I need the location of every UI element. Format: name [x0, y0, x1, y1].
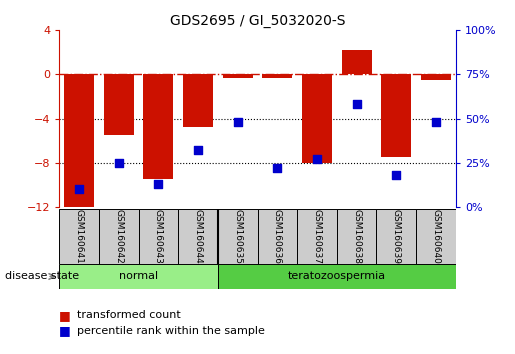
Bar [297, 209, 337, 264]
Text: normal: normal [119, 272, 158, 281]
Bar [342, 50, 371, 74]
Text: GSM160640: GSM160640 [432, 209, 440, 264]
Text: GSM160643: GSM160643 [154, 209, 163, 264]
Point [75, 187, 83, 192]
Bar [59, 264, 218, 289]
Bar [104, 74, 133, 135]
Title: GDS2695 / GI_5032020-S: GDS2695 / GI_5032020-S [170, 14, 345, 28]
Bar [223, 74, 252, 78]
Bar [99, 209, 139, 264]
Point [154, 181, 162, 187]
Bar [263, 74, 292, 78]
Text: GSM160641: GSM160641 [75, 209, 83, 264]
Bar [421, 74, 451, 80]
Bar [382, 74, 411, 157]
Bar [178, 209, 218, 264]
Bar [218, 264, 456, 289]
Bar [302, 74, 332, 163]
Point [194, 148, 202, 153]
Bar [337, 209, 376, 264]
Bar [416, 209, 456, 264]
Text: GSM160642: GSM160642 [114, 209, 123, 264]
Point [313, 156, 321, 162]
Point [352, 102, 360, 107]
Bar [376, 209, 416, 264]
Bar [139, 209, 178, 264]
Text: GSM160635: GSM160635 [233, 209, 242, 264]
Text: GSM160639: GSM160639 [392, 209, 401, 264]
Bar [59, 209, 99, 264]
Point [432, 119, 440, 125]
Text: disease state: disease state [5, 272, 79, 281]
Text: GSM160638: GSM160638 [352, 209, 361, 264]
Bar [258, 209, 297, 264]
Point [273, 165, 281, 171]
Text: GSM160637: GSM160637 [313, 209, 321, 264]
Bar [183, 74, 213, 127]
Text: teratozoospermia: teratozoospermia [288, 272, 386, 281]
Text: GSM160644: GSM160644 [194, 209, 202, 264]
Bar [144, 74, 173, 179]
Text: percentile rank within the sample: percentile rank within the sample [77, 326, 265, 336]
Text: GSM160636: GSM160636 [273, 209, 282, 264]
Point [233, 119, 242, 125]
Text: transformed count: transformed count [77, 310, 181, 320]
Point [392, 172, 401, 178]
Text: ■: ■ [59, 309, 71, 321]
Point [114, 160, 123, 166]
Bar [64, 74, 94, 207]
Bar [218, 209, 258, 264]
Text: ■: ■ [59, 325, 71, 337]
